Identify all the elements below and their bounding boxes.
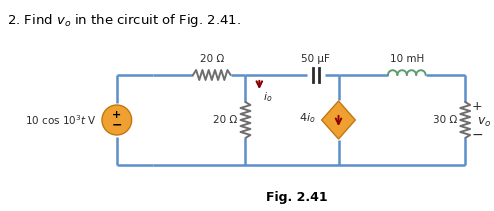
Text: −: −	[112, 119, 122, 131]
Text: $i_o$: $i_o$	[263, 90, 273, 104]
Text: −: −	[471, 128, 483, 142]
Text: 10 cos 10$^3$$t$ V: 10 cos 10$^3$$t$ V	[25, 113, 97, 127]
Text: 4$i_o$: 4$i_o$	[299, 111, 316, 125]
Text: $v_o$: $v_o$	[477, 115, 492, 128]
Text: +: +	[471, 100, 482, 112]
Polygon shape	[322, 101, 355, 139]
Text: Fig. 2.41: Fig. 2.41	[266, 192, 328, 204]
Text: 20 Ω: 20 Ω	[200, 54, 224, 64]
Text: 30 Ω: 30 Ω	[433, 115, 457, 125]
Text: +: +	[112, 110, 122, 120]
Text: 10 mH: 10 mH	[390, 54, 424, 64]
Text: 2. Find $v_o$ in the circuit of Fig. 2.41.: 2. Find $v_o$ in the circuit of Fig. 2.4…	[7, 12, 241, 29]
Text: 50 μF: 50 μF	[301, 54, 330, 64]
Text: 20 Ω: 20 Ω	[213, 115, 238, 125]
Circle shape	[102, 105, 131, 135]
